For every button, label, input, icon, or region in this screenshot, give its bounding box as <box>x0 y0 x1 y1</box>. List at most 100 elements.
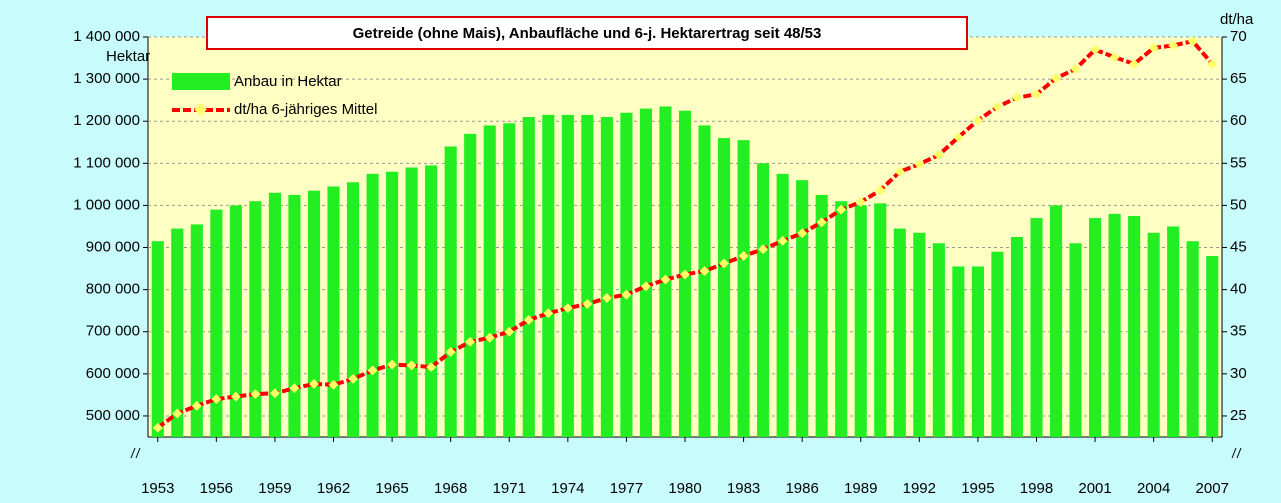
x-tick-label: 1986 <box>785 480 818 497</box>
line-marker <box>894 166 905 177</box>
bar <box>620 112 633 437</box>
line-marker <box>621 289 632 300</box>
bar <box>561 114 574 437</box>
bar <box>1030 218 1043 437</box>
line-marker <box>1012 92 1022 103</box>
line-marker <box>250 389 261 400</box>
legend-marker <box>194 103 207 116</box>
bar <box>151 241 164 437</box>
line-marker <box>914 159 925 170</box>
line-marker <box>699 266 710 277</box>
bar <box>698 125 711 437</box>
bar <box>327 186 340 437</box>
bar <box>249 201 262 437</box>
bar <box>1128 215 1141 437</box>
line-marker <box>230 391 241 402</box>
x-tick-label: 1971 <box>493 480 526 497</box>
line-marker <box>738 250 749 261</box>
x-tick-label: 1974 <box>551 480 584 497</box>
line-marker <box>777 235 788 246</box>
bar <box>854 205 867 437</box>
y2-tick-label: 45 <box>1230 238 1247 255</box>
bar <box>737 140 750 437</box>
y-tick-label: 1 100 000 <box>73 154 140 171</box>
line-marker <box>1207 58 1218 69</box>
bar <box>815 194 828 437</box>
legend-swatch <box>172 73 230 90</box>
bar <box>288 194 301 437</box>
bar <box>307 190 321 437</box>
x-tick-label: 1968 <box>434 480 467 497</box>
line-marker <box>719 258 730 269</box>
bar <box>542 114 555 437</box>
x-tick-label: 1992 <box>903 480 936 497</box>
x-tick-label: 1995 <box>961 480 994 497</box>
line-marker <box>348 373 358 384</box>
bar <box>386 171 399 437</box>
x-tick-label: 1953 <box>141 480 174 497</box>
y2-tick-label: 35 <box>1230 323 1247 340</box>
bar <box>1069 243 1082 437</box>
line-marker <box>582 298 593 309</box>
bar <box>718 138 731 438</box>
x-tick-label: 1998 <box>1020 480 1053 497</box>
bar <box>757 163 770 437</box>
y2-axis-label: dt/ha <box>1220 11 1254 28</box>
line-marker <box>465 336 476 347</box>
x-tick-label: 2004 <box>1137 480 1170 497</box>
y2-tick-label: 60 <box>1230 112 1247 129</box>
y2-tick-label: 25 <box>1230 407 1247 424</box>
y-tick-label: 1 200 000 <box>73 112 140 129</box>
bar <box>171 228 184 437</box>
bar <box>1108 213 1121 437</box>
line-marker <box>601 293 612 304</box>
line-marker <box>875 185 886 196</box>
bar <box>1147 232 1160 437</box>
y-tick-label: 1 300 000 <box>73 70 140 87</box>
bar <box>425 165 438 437</box>
y2-tick-label: 70 <box>1230 28 1247 45</box>
bar <box>796 180 809 437</box>
line-marker <box>543 308 554 319</box>
bar <box>1186 241 1199 437</box>
line-marker <box>387 359 398 370</box>
y2-tick-label: 40 <box>1230 281 1247 298</box>
bar <box>776 173 789 437</box>
x-tick-label: 1956 <box>200 480 233 497</box>
bar <box>952 266 965 437</box>
line-marker <box>992 101 1003 112</box>
line-marker <box>152 422 163 433</box>
bar <box>581 114 594 437</box>
bar <box>405 167 418 438</box>
legend-label: Anbau in Hektar <box>234 73 342 90</box>
line-marker <box>426 362 437 373</box>
bar <box>1206 255 1219 437</box>
line-marker <box>211 394 222 405</box>
x-tick-label: 1962 <box>317 480 350 497</box>
axis-break <box>130 447 1242 459</box>
x-tick-label: 2001 <box>1078 480 1111 497</box>
bar <box>913 232 926 437</box>
bar <box>874 203 887 437</box>
line-marker <box>172 408 183 419</box>
bar <box>600 117 613 437</box>
line-marker <box>191 400 202 411</box>
line-marker <box>269 388 280 399</box>
line-marker <box>1070 64 1081 74</box>
y-tick-label: 900 000 <box>86 238 140 255</box>
bar <box>464 133 477 437</box>
x-tick-label: 1977 <box>610 480 643 497</box>
y-tick-label: 600 000 <box>86 365 140 382</box>
line-marker <box>523 314 534 325</box>
x-tick-label: 1980 <box>668 480 701 497</box>
legend-label: dt/ha 6-jähriges Mittel <box>234 101 377 118</box>
line-marker <box>855 197 866 208</box>
bar <box>210 209 223 437</box>
y-tick-label: 500 000 <box>86 407 140 424</box>
line-marker <box>309 378 319 389</box>
bar <box>1049 205 1063 437</box>
x-tick-label: 1989 <box>844 480 877 497</box>
line-marker <box>328 379 339 390</box>
bar <box>835 201 848 437</box>
